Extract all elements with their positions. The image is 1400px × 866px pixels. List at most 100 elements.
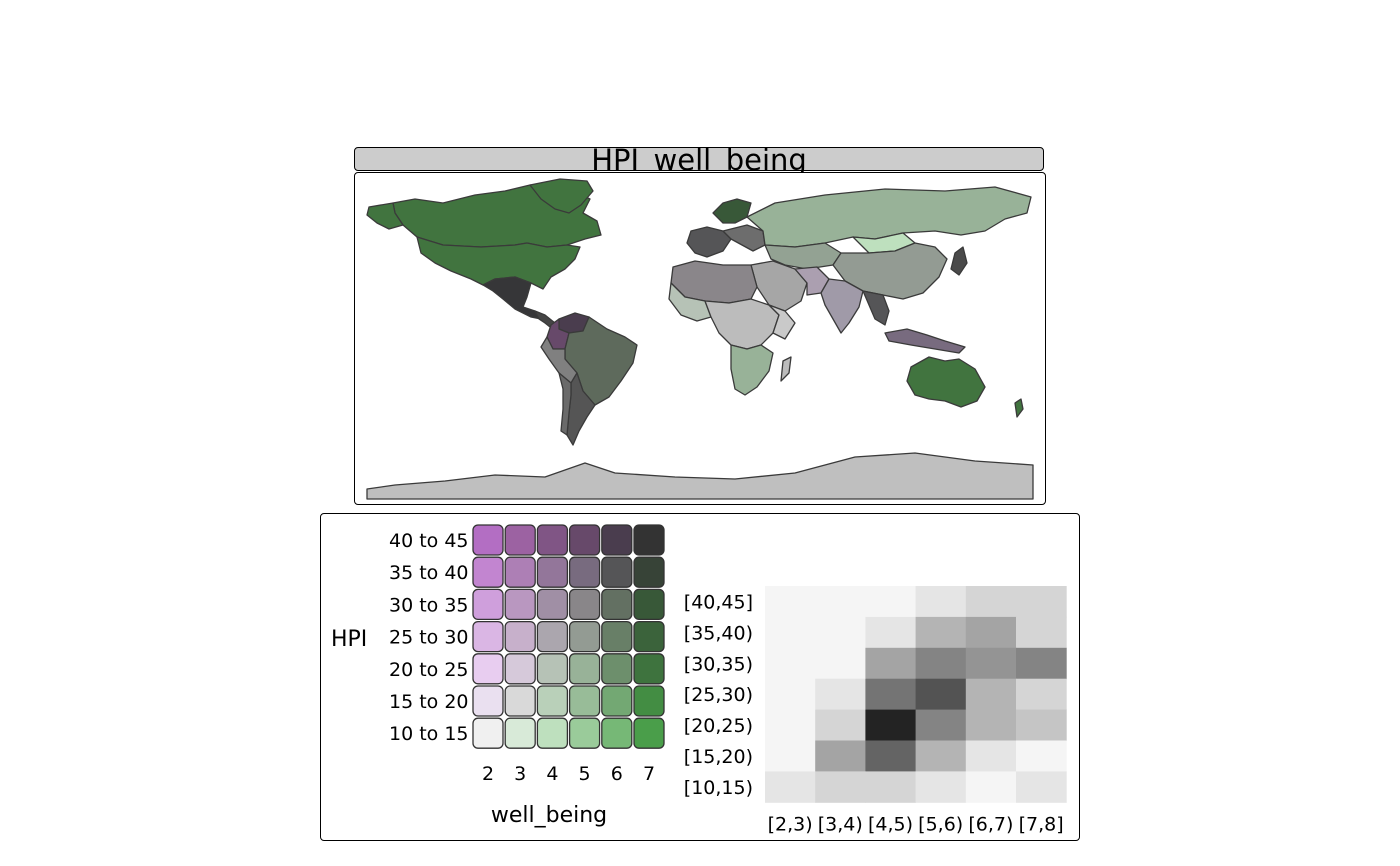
palette-cell xyxy=(601,620,633,653)
heatmap-cell xyxy=(865,647,917,680)
heatmap-cell xyxy=(865,678,917,711)
country-japan xyxy=(950,246,968,276)
heatmap-row-label: [10,15) xyxy=(684,777,753,799)
heatmap-cell xyxy=(765,647,816,680)
heatmap-row-label: [35,40) xyxy=(684,622,753,644)
palette-cell xyxy=(504,653,536,685)
country-new-zealand xyxy=(1014,398,1024,418)
legend-row-label: 40 to 45 xyxy=(389,530,469,552)
map-panel xyxy=(354,172,1046,505)
heatmap-cell xyxy=(1016,771,1067,803)
palette-cell xyxy=(568,717,601,749)
palette-cell xyxy=(568,588,601,621)
palette-cell xyxy=(633,588,665,621)
palette-cell xyxy=(568,620,601,653)
country-western-europe xyxy=(686,226,732,258)
heatmap-cell xyxy=(915,616,967,649)
heatmap-cell xyxy=(1016,740,1067,772)
map-panel-title-strip: HPI_well_being xyxy=(354,143,1044,177)
heatmap-cell xyxy=(765,586,816,618)
palette-cell xyxy=(601,524,633,556)
palette-cell xyxy=(633,556,665,588)
heatmap-cell xyxy=(815,647,866,680)
heatmap-cell xyxy=(815,709,866,741)
country-antarctica xyxy=(366,452,1034,500)
legend-row-label: 25 to 30 xyxy=(389,627,469,649)
heatmap-row-label: [20,25) xyxy=(684,715,753,737)
heatmap-cell xyxy=(865,771,917,803)
heatmap-cell xyxy=(865,709,917,741)
heatmap-cell xyxy=(1016,647,1067,680)
heatmap-cell xyxy=(765,678,816,711)
palette-cell xyxy=(504,685,536,717)
palette-cell xyxy=(472,685,504,717)
heatmap-cell xyxy=(815,616,866,649)
legend-col-label: 2 xyxy=(482,763,494,785)
country-chile xyxy=(558,372,572,436)
legend-row-label: 15 to 20 xyxy=(389,691,469,713)
palette-cell xyxy=(472,717,504,749)
heatmap-row-label: [25,30) xyxy=(684,684,753,706)
country-australia xyxy=(906,356,986,408)
palette-cell xyxy=(472,588,504,621)
heatmap-cell xyxy=(915,740,967,772)
legend-col-label: 5 xyxy=(579,763,591,785)
palette-cell xyxy=(504,588,536,621)
heatmap-cell xyxy=(915,678,967,711)
palette-cell xyxy=(472,653,504,685)
palette-cell xyxy=(568,556,601,588)
palette-cell xyxy=(536,556,569,588)
country-scandinavia xyxy=(712,198,752,224)
palette-cell xyxy=(568,653,601,685)
palette-cell xyxy=(633,685,665,717)
heatmap-cell xyxy=(915,771,967,803)
heatmap-cell xyxy=(1016,678,1067,711)
palette-cell xyxy=(536,588,569,621)
heatmap-row-label: [15,20) xyxy=(684,746,753,768)
legend-x-title: well_being xyxy=(491,803,607,828)
legend-row-label: 20 to 25 xyxy=(389,659,469,681)
legend-row-labels: 40 to 45 35 to 40 30 to 35 25 to 30 20 to 25… xyxy=(389,530,469,745)
palette-cell xyxy=(633,717,665,749)
heatmap-col-label: [5,6) xyxy=(918,813,963,835)
palette-cell xyxy=(601,588,633,621)
heatmap-cell xyxy=(915,709,967,741)
heatmap-cell xyxy=(765,771,816,803)
heatmap-cells xyxy=(765,586,1067,803)
palette-cell xyxy=(472,620,504,653)
heatmap-cell xyxy=(815,678,866,711)
legend-col-label: 6 xyxy=(611,763,623,785)
palette-cell xyxy=(633,620,665,653)
legend-row-label: 10 to 15 xyxy=(389,723,469,745)
country-west-africa xyxy=(668,282,712,322)
palette-cell xyxy=(601,556,633,588)
heatmap-cell xyxy=(815,740,866,772)
heatmap-cell xyxy=(865,740,917,772)
heatmap-cell xyxy=(965,647,1017,680)
palette-cell xyxy=(568,685,601,717)
legend-panel: HPI well_being 40 to 45 35 to 40 30 to 35 2… xyxy=(320,513,1080,841)
palette-cell xyxy=(601,653,633,685)
world-map xyxy=(366,178,1034,500)
palette-cell xyxy=(536,653,569,685)
palette-cell xyxy=(633,524,665,556)
heatmap-row-label: [30,35) xyxy=(684,653,753,675)
country-madagascar xyxy=(780,356,792,382)
map-title: HPI_well_being xyxy=(591,143,807,177)
heatmap-col-label: [2,3) xyxy=(768,813,813,835)
heatmap-cell xyxy=(815,771,866,803)
bivariate-palette xyxy=(472,524,665,749)
heatmap-cell xyxy=(765,616,816,649)
palette-cell xyxy=(536,524,569,556)
heatmap-row-labels: [40,45] [35,40) [30,35) [25,30) [20,25) [15,2… xyxy=(684,591,753,798)
country-southeast-asia xyxy=(862,290,890,326)
heatmap-cell xyxy=(765,709,816,741)
legend-col-label: 3 xyxy=(514,763,526,785)
heatmap-col-label: [7,8] xyxy=(1019,813,1064,835)
heatmap-cell xyxy=(1016,616,1067,649)
heatmap-cell xyxy=(1016,709,1067,741)
heatmap-cell xyxy=(965,771,1017,803)
heatmap-cell xyxy=(1016,586,1067,618)
country-middle-east xyxy=(750,260,808,312)
